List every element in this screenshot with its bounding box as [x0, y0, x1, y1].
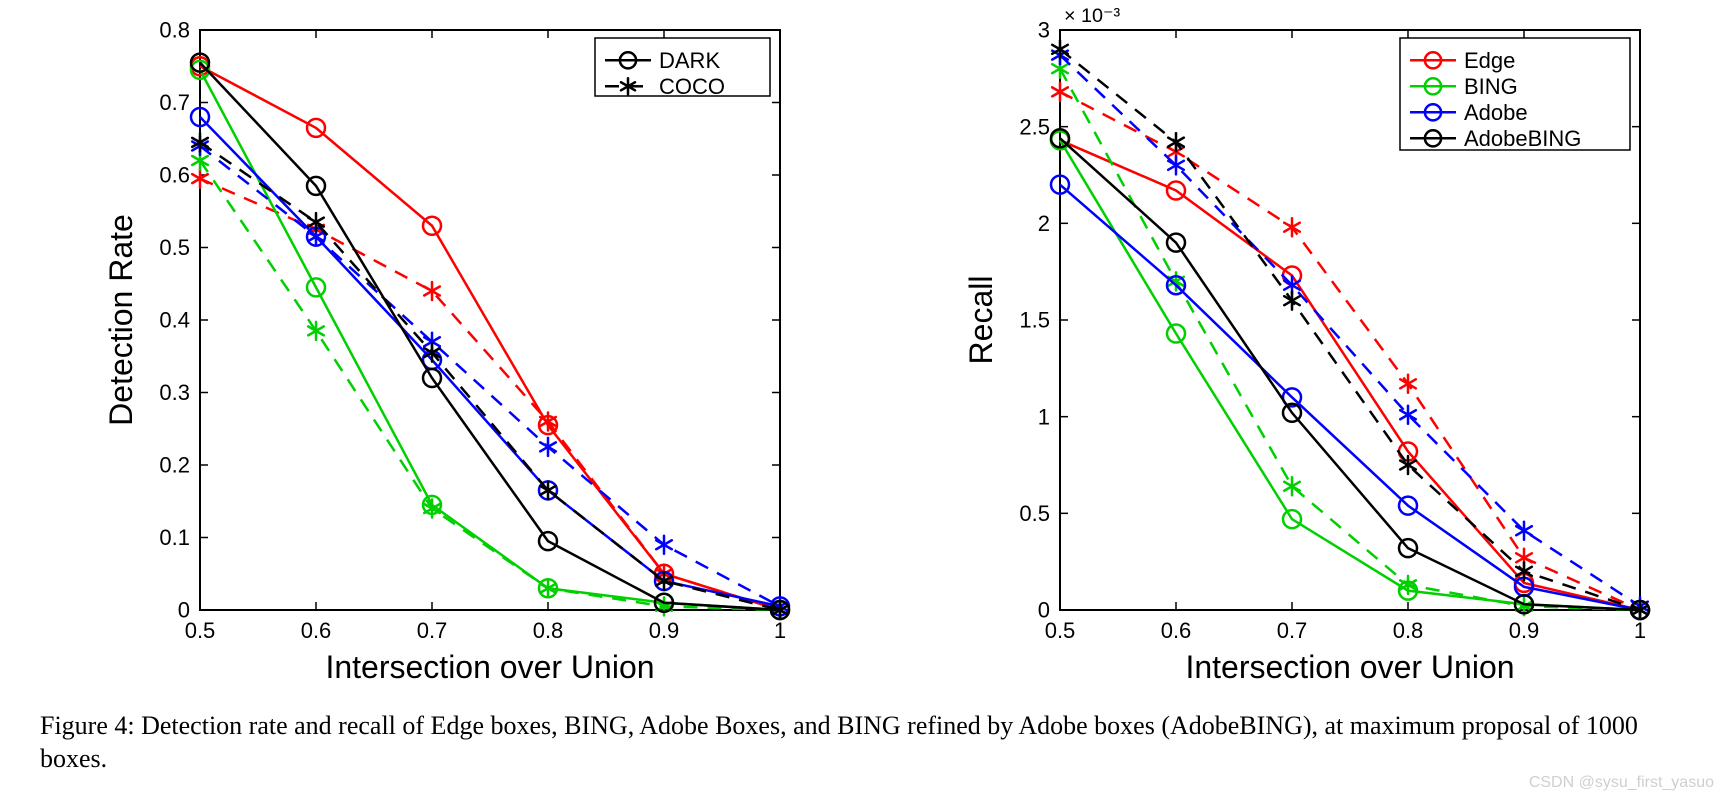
legend: DARKCOCO [595, 38, 770, 99]
legend-label: Edge [1464, 48, 1515, 73]
series-line-Edge-DARK [1060, 140, 1640, 610]
series-marker-Edge-COCO [1052, 83, 1068, 101]
y-axis-label: Recall [963, 276, 999, 365]
figure-row: 0.5 0.6 0.7 0.8 0.9 1 0 0.1 0.2 0.3 0.4 0.5 0.6 0.7 0.… [0, 0, 1724, 700]
legend-label: Adobe [1464, 100, 1528, 125]
ytick-label: 0.4 [159, 308, 190, 333]
xtick-label: 1 [774, 618, 786, 643]
series-line-BING-DARK [1060, 140, 1640, 610]
ytick-label: 0 [178, 598, 190, 623]
series-line-BING-DARK [200, 70, 780, 610]
series-marker-Edge-COCO [1400, 375, 1416, 393]
legend-label: BING [1464, 74, 1518, 99]
panel-recall: 0.50.60.70.80.9100.511.522.53× 10⁻³Inter… [860, 0, 1720, 700]
x-axis-label: Intersection over Union [1185, 649, 1514, 685]
legend-label: DARK [659, 48, 720, 73]
chart-svg-right: 0.50.60.70.80.9100.511.522.53× 10⁻³Inter… [860, 0, 1720, 700]
xtick-label: 0.6 [301, 618, 332, 643]
figure-caption: Figure 4: Detection rate and recall of E… [0, 700, 1724, 775]
series-line-Adobe-DARK [1060, 185, 1640, 610]
ytick-label: 0.7 [159, 90, 190, 115]
legend-label: AdobeBING [1464, 126, 1581, 151]
ytick-label: 3 [1038, 18, 1050, 43]
series-marker-Adobe-COCO [540, 438, 556, 456]
watermark-text: CSDN @sysu_first_yasuo [1529, 774, 1714, 792]
ytick-label: 0.8 [159, 18, 190, 43]
series-line-Edge-DARK [200, 66, 780, 610]
series-line-AdobeBING-DARK [200, 63, 780, 610]
series-line-AdobeBING-DARK [1060, 138, 1640, 610]
xtick-label: 0.7 [417, 618, 448, 643]
xtick-label: 1 [1634, 618, 1646, 643]
y-axis-label: Detection Rate [103, 214, 139, 426]
ytick-label: 0.3 [159, 380, 190, 405]
xtick-label: 0.8 [533, 618, 564, 643]
ytick-label: 1 [1038, 404, 1050, 429]
ytick-label: 0.2 [159, 453, 190, 478]
series-marker-Edge-COCO [192, 170, 208, 188]
xtick-label: 0.7 [1277, 618, 1308, 643]
xtick-label: 0.9 [649, 618, 680, 643]
ytick-label: 2 [1038, 211, 1050, 236]
x-axis-label: Intersection over Union [325, 649, 654, 685]
series-marker-AdobeBING-COCO [1052, 40, 1068, 58]
legend-label: COCO [659, 74, 725, 99]
ytick-label: 0 [1038, 598, 1050, 623]
xtick-label: 0.9 [1509, 618, 1540, 643]
ytick-label: 1.5 [1019, 308, 1050, 333]
series-line-BING-COCO [200, 161, 780, 611]
ytick-label: 0.6 [159, 163, 190, 188]
xtick-label: 0.6 [1161, 618, 1192, 643]
series-line-Adobe-COCO [200, 146, 780, 606]
series-marker-Adobe-COCO [656, 536, 672, 554]
ytick-label: 0.5 [1019, 501, 1050, 526]
ytick-label: 2.5 [1019, 114, 1050, 139]
chart-svg-left: 0.50.60.70.80.9100.10.20.30.40.50.60.70.… [0, 0, 860, 700]
panel-detection-rate: 0.50.60.70.80.9100.10.20.30.40.50.60.70.… [0, 0, 860, 700]
series-marker-BING-COCO [1284, 477, 1300, 495]
ytick-label: 0.5 [159, 235, 190, 260]
y-exponent-label: × 10⁻³ [1064, 5, 1120, 27]
ytick-label: 0.1 [159, 525, 190, 550]
xtick-label: 0.8 [1393, 618, 1424, 643]
legend: EdgeBINGAdobeAdobeBING [1400, 38, 1630, 151]
series-line-Adobe-DARK [200, 117, 780, 606]
